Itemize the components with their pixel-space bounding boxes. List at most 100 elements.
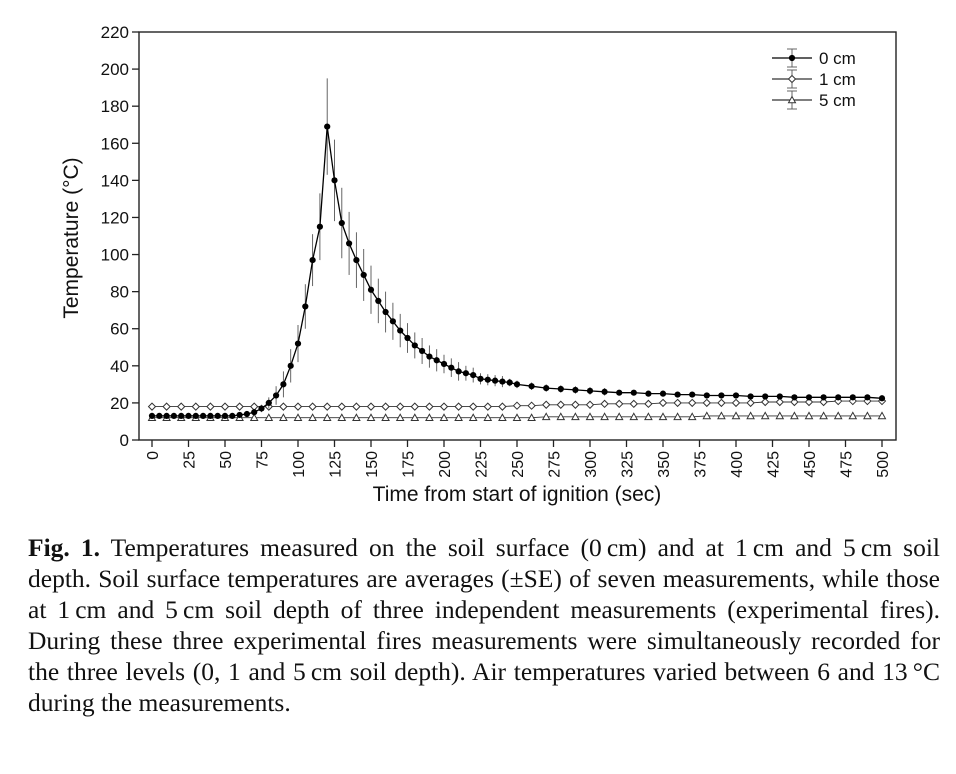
legend-marker-5-cm [787, 95, 797, 104]
data-point-0-cm [448, 364, 455, 371]
data-point-0-cm [572, 386, 579, 394]
data-point-0-cm [170, 412, 177, 419]
data-point-0-cm [674, 391, 681, 398]
data-point-1-cm [468, 402, 478, 411]
y-tick-label: 20 [110, 394, 129, 413]
data-point-1-cm [454, 402, 463, 411]
data-point-0-cm [148, 412, 156, 419]
data-point-1-cm [804, 397, 814, 407]
data-point-0-cm [477, 375, 484, 382]
data-point-1-cm [687, 398, 697, 408]
data-point-1-cm [483, 402, 493, 411]
x-tick-label: 150 [364, 451, 381, 478]
x-tick-label: 100 [291, 451, 308, 478]
data-point-1-cm [395, 402, 405, 411]
y-tick-label: 220 [101, 23, 129, 42]
data-point-0-cm [207, 412, 214, 419]
x-tick-label: 500 [875, 451, 892, 478]
data-point-0-cm [156, 412, 163, 419]
legend-marker-1-cm [787, 74, 797, 84]
data-point-1-cm [717, 398, 726, 408]
data-point-1-cm [366, 402, 376, 411]
data-point-1-cm [410, 402, 420, 411]
legend-marker-0-cm [788, 54, 796, 62]
x-tick-label: 350 [656, 451, 673, 478]
y-tick-label: 60 [110, 320, 129, 339]
data-point-5-cm [658, 412, 668, 421]
data-point-0-cm [200, 412, 207, 419]
data-point-5-cm [366, 413, 376, 422]
x-tick-label: 125 [328, 451, 345, 478]
data-point-5-cm [498, 413, 507, 422]
data-point-0-cm [528, 383, 535, 390]
x-tick-label: 475 [839, 451, 856, 478]
data-point-0-cm [419, 347, 426, 355]
data-point-5-cm [483, 413, 493, 422]
data-point-5-cm [308, 413, 317, 422]
data-point-0-cm [287, 362, 294, 369]
data-point-0-cm [221, 412, 229, 419]
data-point-1-cm [600, 399, 609, 409]
data-point-0-cm [718, 392, 725, 399]
data-point-0-cm [302, 303, 309, 310]
data-point-5-cm [337, 413, 347, 422]
data-point-1-cm [556, 400, 566, 409]
series-line-0-cm [152, 126, 883, 417]
data-point-0-cm [251, 409, 258, 416]
data-point-0-cm [557, 385, 564, 393]
y-tick-label: 80 [110, 283, 129, 302]
x-tick-label: 375 [693, 451, 710, 478]
data-point-0-cm [659, 390, 667, 397]
data-point-5-cm [702, 411, 712, 420]
data-point-0-cm [586, 387, 594, 394]
data-point-0-cm [689, 391, 696, 398]
data-point-1-cm [819, 397, 828, 407]
data-point-0-cm [316, 223, 323, 230]
data-point-1-cm [381, 402, 390, 411]
figure-caption: Fig. 1. Temperatures measured on the soi… [28, 532, 940, 718]
data-point-5-cm [527, 413, 536, 422]
data-point-0-cm [280, 381, 287, 388]
data-point-0-cm [835, 394, 842, 401]
data-point-0-cm [389, 318, 396, 325]
data-point-0-cm [397, 327, 404, 334]
data-point-1-cm [308, 402, 317, 411]
data-point-0-cm [346, 240, 353, 247]
data-point-1-cm [512, 401, 522, 410]
data-point-5-cm [322, 413, 332, 422]
data-point-0-cm [864, 394, 871, 401]
data-point-5-cm [352, 413, 361, 422]
x-tick-label: 175 [401, 451, 418, 478]
x-tick-label: 50 [218, 451, 235, 469]
x-tick-label: 0 [145, 451, 162, 460]
data-point-0-cm [214, 412, 221, 419]
data-point-0-cm [294, 340, 302, 347]
data-point-1-cm [235, 402, 244, 411]
data-point-0-cm [645, 390, 652, 397]
data-point-0-cm [506, 379, 513, 386]
data-point-0-cm [382, 308, 389, 316]
data-point-5-cm [585, 412, 595, 421]
data-point-1-cm [629, 399, 639, 409]
legend-label-1-cm: 1 cm [819, 70, 856, 89]
data-point-0-cm [338, 219, 345, 227]
data-point-5-cm [863, 411, 872, 420]
data-point-0-cm [878, 395, 886, 402]
data-point-0-cm [265, 399, 272, 407]
data-point-1-cm [585, 400, 595, 409]
data-point-0-cm [243, 410, 250, 418]
data-point-1-cm [498, 402, 507, 411]
data-point-0-cm [433, 357, 440, 364]
data-point-0-cm [236, 411, 243, 419]
data-point-0-cm [192, 412, 199, 419]
data-point-0-cm [229, 412, 236, 419]
x-tick-label: 275 [547, 451, 564, 478]
data-point-5-cm [644, 412, 653, 421]
data-point-0-cm [791, 394, 798, 401]
data-point-0-cm [499, 378, 506, 385]
data-point-0-cm [616, 389, 623, 396]
data-point-1-cm [731, 398, 741, 408]
data-point-0-cm [513, 381, 521, 388]
data-point-0-cm [732, 392, 740, 399]
data-point-0-cm [185, 412, 192, 419]
